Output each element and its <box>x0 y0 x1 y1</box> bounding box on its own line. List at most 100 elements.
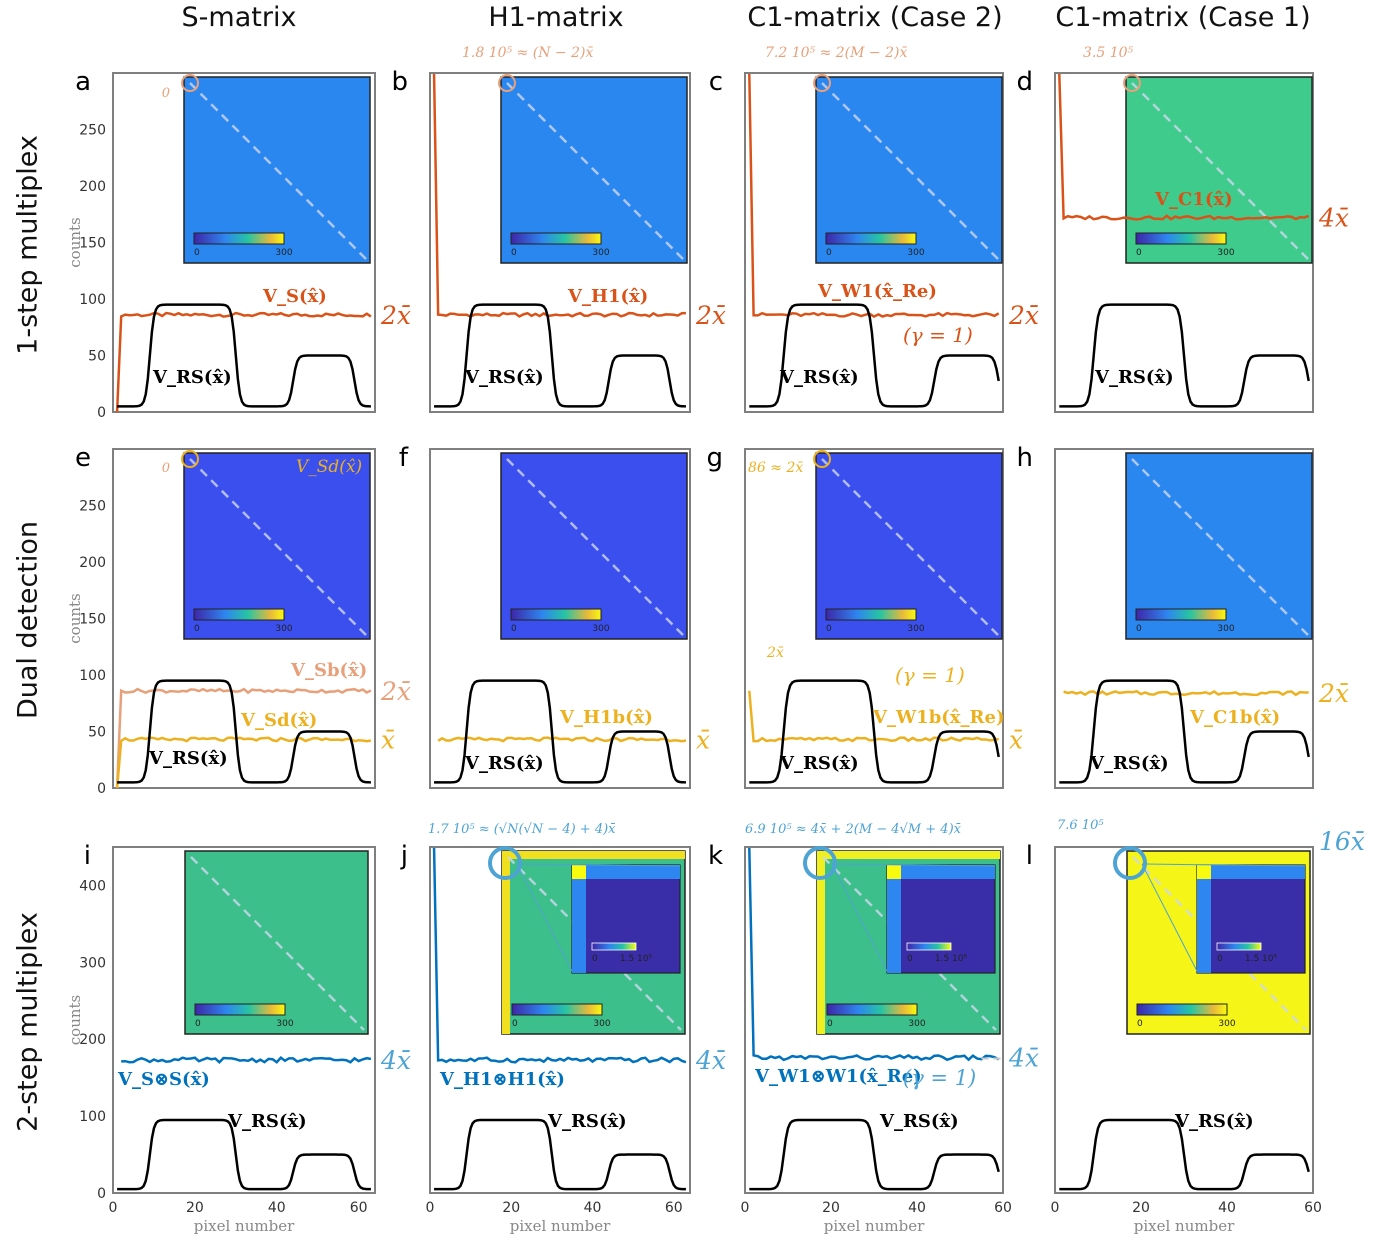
panel-b: 0 300 b 2x̄ V_H1(x̂) V_RS(x̂) 1.8 10⁵ ≈ (N − 2… <box>391 45 726 413</box>
x-tick-label: 40 <box>1218 1200 1236 1216</box>
inset-diagonal <box>821 82 999 260</box>
series-label: V_C1(x̂) <box>1154 189 1233 210</box>
panel-letter: i <box>84 841 91 871</box>
colorbar-min-label: 0 <box>826 624 832 634</box>
series-rs <box>117 1118 371 1191</box>
column-title-s: S-matrix <box>181 2 297 33</box>
series-label: V_Sb(x̂) <box>290 660 367 681</box>
y-tick-label: 200 <box>79 179 106 195</box>
zoom-inset <box>886 864 996 974</box>
series-rs <box>1059 679 1310 784</box>
series-label: V_S⊗S(x̂) <box>117 1069 210 1090</box>
axes-box <box>1054 72 1314 413</box>
annotation: 7.6 10⁵ <box>1057 818 1104 833</box>
y-tick-label: 0 <box>97 405 106 421</box>
colorbar-min-label: 0 <box>826 248 832 258</box>
right-level-label: 4x̄ <box>380 1046 411 1075</box>
colorbar-min-label: 0 <box>511 248 517 258</box>
y-tick-label: 300 <box>79 955 106 971</box>
colorbar-min-label: 0 <box>194 248 200 258</box>
series-label: V_RS(x̂) <box>148 748 228 769</box>
x-tick-label: 20 <box>186 1200 204 1216</box>
colorbar-max-label: 300 <box>275 248 292 258</box>
x-axis-label: pixel number <box>824 1217 925 1235</box>
series-label: V_W1(x̂_Re) <box>817 281 937 302</box>
series-label: V_RS(x̂) <box>779 753 859 774</box>
series-label: V_RS(x̂) <box>464 753 544 774</box>
zoom-corner <box>572 865 586 879</box>
zoom-corner <box>1197 865 1211 879</box>
series-0 <box>1063 690 1309 697</box>
panel-e: 0 300 0 50 100 150 200 250 counts e 2x̄ x̄ V_Sb(x̂) V… <box>66 443 411 797</box>
panel-f: 0 300 f x̄ V_H1b(x̂) V_RS(x̂) <box>399 443 710 789</box>
annotation: 0 <box>162 461 170 476</box>
series-0 <box>1058 73 1310 221</box>
y-tick-label: 100 <box>79 292 106 308</box>
inset-edge-row <box>817 851 1000 859</box>
inset-diagonal <box>189 458 367 636</box>
colorbar-min-label: 0 <box>827 1019 833 1029</box>
annotation: (γ = 1) <box>895 663 965 687</box>
colorbar-max-label: 300 <box>1218 1019 1235 1029</box>
highlight-circle <box>1113 846 1147 880</box>
inset-colorbar <box>194 1003 286 1016</box>
series-rs <box>1059 303 1310 408</box>
series-label: V_RS(x̂) <box>227 1111 307 1132</box>
y-tick-label: 400 <box>79 878 106 894</box>
zoom-colorbar-min: 0 <box>592 954 598 964</box>
highlight-circle <box>181 450 199 468</box>
zoom-col <box>1197 865 1211 973</box>
y-tick-label: 200 <box>79 1032 106 1048</box>
colorbar-min-label: 0 <box>1137 1019 1143 1029</box>
panel-letter: c <box>709 67 723 97</box>
series-label: V_S(x̂) <box>262 286 327 307</box>
panel-letter: d <box>1016 67 1033 97</box>
zoom-row <box>572 865 680 879</box>
series-label: V_RS(x̂) <box>1089 753 1169 774</box>
inset-colorbar <box>825 232 917 245</box>
colorbar-min-label: 0 <box>512 1019 518 1029</box>
colorbar-max-label: 300 <box>1217 624 1234 634</box>
y-axis-label: counts <box>66 593 84 643</box>
colorbar-min-label: 0 <box>1136 248 1142 258</box>
zoom-col <box>887 865 901 973</box>
right-level-label: 2x̄ <box>380 301 411 330</box>
inset-diagonal <box>189 82 367 260</box>
inset-diagonal <box>190 856 365 1031</box>
panel-letter: j <box>400 841 408 871</box>
colorbar-min-label: 0 <box>194 624 200 634</box>
series-label: V_RS(x̂) <box>879 1111 959 1132</box>
x-axis-label: pixel number <box>194 1217 295 1235</box>
inset-diagonal <box>1131 82 1309 260</box>
x-tick-label: 40 <box>908 1200 926 1216</box>
colorbar-max-label: 300 <box>592 248 609 258</box>
panel-letter: k <box>708 841 723 871</box>
inset-colorbar <box>825 608 917 621</box>
panel-letter: f <box>399 443 409 473</box>
x-tick-label: 20 <box>502 1200 520 1216</box>
series-label: V_RS(x̂) <box>1174 1111 1254 1132</box>
highlight-circle <box>803 846 837 880</box>
series-label: V_W1⊗W1(x̂_Re) <box>754 1066 922 1087</box>
inset-colorbar <box>193 608 285 621</box>
highlight-circle <box>1123 74 1141 92</box>
series-label: V_W1b(x̂_Re) <box>872 707 1004 728</box>
annotation: 86 ≈ 2x̄ <box>748 460 804 476</box>
series-label: V_RS(x̂) <box>152 367 232 388</box>
y-tick-label: 50 <box>88 725 106 741</box>
series-0 <box>432 73 686 318</box>
annotation: 0 <box>162 86 170 101</box>
x-tick-label: 60 <box>665 1200 683 1216</box>
zoom-inset <box>571 864 681 974</box>
axes-box <box>744 846 1004 1194</box>
series-label: V_H1⊗H1(x̂) <box>439 1069 565 1090</box>
y-tick-label: 0 <box>97 1186 106 1202</box>
highlight-circle <box>813 74 831 92</box>
axes-box <box>744 448 1004 789</box>
inset-diagonal <box>506 458 684 636</box>
x-tick-label: 40 <box>268 1200 286 1216</box>
colorbar-max-label: 300 <box>275 624 292 634</box>
y-tick-label: 50 <box>88 349 106 365</box>
